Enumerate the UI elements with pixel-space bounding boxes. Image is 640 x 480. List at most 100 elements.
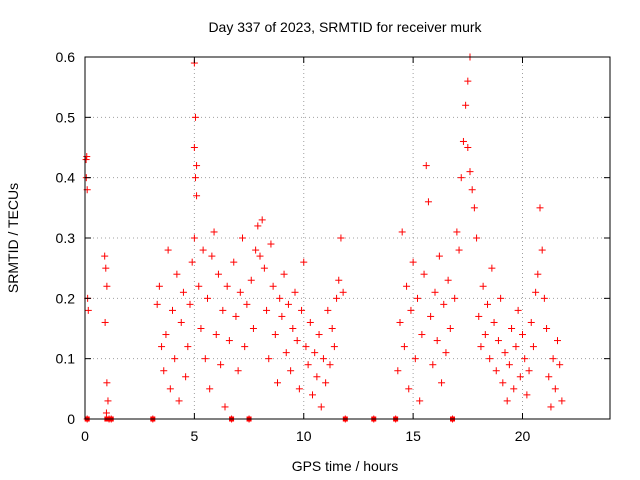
data-point — [440, 300, 448, 308]
data-point — [554, 337, 561, 345]
data-point — [328, 325, 336, 332]
data-point — [260, 264, 268, 272]
data-point — [274, 379, 281, 387]
data-point — [221, 403, 229, 411]
data-point — [464, 77, 472, 85]
data-point — [234, 367, 242, 375]
data-point — [516, 373, 524, 381]
data-point — [457, 174, 465, 182]
data-point — [435, 252, 443, 260]
data-point — [317, 403, 325, 411]
data-point — [243, 300, 251, 308]
data-point — [330, 343, 338, 351]
data-point — [204, 294, 211, 302]
data-point — [558, 397, 566, 405]
data-point — [455, 246, 463, 254]
data-point — [510, 385, 518, 393]
data-point — [197, 325, 205, 332]
y-tick-label: 0.2 — [56, 290, 76, 306]
data-point — [444, 276, 452, 284]
data-point — [188, 258, 196, 266]
data-point — [475, 312, 483, 320]
data-point — [210, 228, 218, 236]
x-tick-label: 0 — [81, 428, 89, 444]
data-point — [313, 373, 321, 381]
data-point — [214, 270, 222, 278]
data-point — [422, 162, 430, 170]
y-tick-label: 0.5 — [56, 109, 76, 125]
data-point — [173, 270, 181, 278]
data-point — [529, 343, 537, 351]
data-point — [83, 153, 91, 161]
data-point — [284, 300, 292, 308]
data-point — [84, 306, 92, 314]
data-point — [438, 379, 446, 387]
data-point — [418, 331, 426, 339]
data-point — [309, 391, 316, 399]
data-point — [326, 361, 334, 369]
data-point — [239, 234, 246, 242]
data-point — [453, 228, 461, 236]
data-point — [540, 294, 548, 302]
data-point — [503, 397, 511, 405]
data-point — [302, 343, 310, 351]
data-point — [254, 222, 262, 230]
data-point — [538, 246, 546, 254]
data-point — [225, 337, 233, 345]
grid — [85, 57, 610, 419]
data-point — [486, 355, 494, 363]
data-point — [534, 270, 542, 278]
data-point — [519, 331, 526, 339]
y-tick-label: 0.1 — [56, 351, 76, 367]
data-point — [333, 294, 341, 302]
data-point — [102, 409, 110, 417]
data-point — [400, 343, 408, 351]
data-point — [479, 282, 487, 290]
data-point — [468, 186, 476, 194]
data-point — [103, 379, 111, 387]
data-point — [195, 282, 203, 290]
data-point — [190, 144, 198, 151]
data-point — [433, 337, 441, 345]
data-point — [206, 385, 214, 393]
data-point — [191, 113, 199, 121]
data-point — [287, 367, 295, 375]
x-tick-label: 5 — [190, 428, 198, 444]
data-point — [324, 306, 332, 314]
data-point — [464, 144, 472, 151]
x-tick-label: 20 — [515, 428, 531, 444]
data-point — [280, 270, 288, 278]
data-point — [295, 385, 303, 393]
data-point — [276, 294, 284, 302]
data-point — [514, 306, 522, 314]
x-tick-label: 15 — [405, 428, 421, 444]
data-point — [164, 246, 172, 254]
data-point — [396, 318, 404, 326]
data-point — [409, 258, 417, 266]
data-point — [337, 234, 345, 242]
data-point — [269, 282, 277, 290]
data-point — [182, 373, 190, 381]
data-point — [300, 258, 308, 266]
data-point — [543, 325, 551, 332]
data-point — [265, 355, 273, 363]
data-point — [153, 300, 161, 308]
data-point — [186, 300, 194, 308]
data-point — [322, 379, 330, 387]
y-axis-label: SRMTID / TECUs — [5, 183, 21, 293]
data-point — [416, 397, 424, 405]
data-point — [466, 168, 474, 176]
data-point — [282, 349, 290, 357]
data-point — [191, 174, 199, 182]
data-point — [263, 306, 271, 314]
data-point — [536, 204, 544, 212]
data-point — [470, 204, 478, 212]
y-tick-label: 0.4 — [56, 170, 76, 186]
data-point — [212, 331, 220, 339]
data-point — [512, 343, 520, 351]
data-point — [102, 264, 110, 272]
data-point — [258, 216, 266, 224]
data-point — [179, 288, 187, 296]
data-point — [171, 355, 179, 363]
